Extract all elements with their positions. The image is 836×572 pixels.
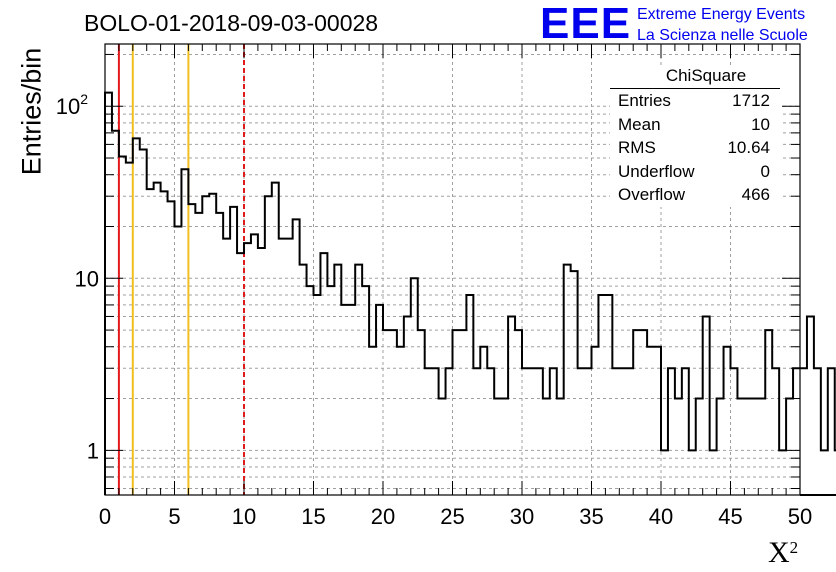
eee-logo-text: EEE [540, 0, 632, 48]
stats-box: ChiSquare Entries 1712 Mean 10 RMS 10.64… [610, 66, 780, 207]
x-tick-label: 20 [371, 504, 395, 529]
chart-title: BOLO-01-2018-09-03-00028 [84, 10, 379, 36]
x-tick-label: 40 [649, 504, 673, 529]
x-tick-label: 0 [99, 504, 111, 529]
stats-value: 10 [751, 114, 770, 134]
stats-row-mean: Mean 10 [610, 113, 780, 137]
brand-line-1: Extreme Energy Events [637, 6, 806, 23]
stats-value: 1712 [732, 91, 770, 110]
stats-label: Underflow [618, 161, 695, 181]
stats-row-underflow: Underflow 0 [610, 160, 780, 184]
y-tick-exponent: 2 [80, 91, 88, 107]
stats-value: 10.64 [727, 138, 770, 157]
stats-label: RMS [618, 138, 656, 157]
y-tick-label: 1 [87, 438, 99, 463]
x-tick-label: 30 [510, 504, 534, 529]
stats-label: Mean [618, 114, 661, 134]
x-tick-label: 25 [440, 504, 464, 529]
x-tick-label: 10 [232, 504, 256, 529]
stats-row-rms: RMS 10.64 [610, 136, 780, 160]
x-axis-label: X2 [768, 536, 799, 569]
stats-label: Overflow [618, 185, 686, 204]
x-tick-label: 50 [788, 504, 812, 529]
x-tick-label: 45 [718, 504, 742, 529]
y-tick-label: 102 [56, 91, 88, 119]
histogram-series [104, 91, 836, 496]
stats-row-entries: Entries 1712 [610, 89, 780, 113]
x-tick-label: 5 [168, 504, 180, 529]
stats-title: ChiSquare [665, 66, 747, 85]
stats-divider [610, 88, 780, 89]
stats-row-overflow: Overflow 466 [610, 183, 780, 207]
stats-label: Entries [618, 91, 671, 110]
y-tick-label: 10 [75, 266, 99, 291]
stats-value: 466 [741, 185, 770, 204]
x-tick-label: 15 [301, 504, 325, 529]
brand-line-2: La Scienza nelle Scuole [637, 27, 808, 44]
stats-value: 0 [760, 161, 770, 181]
x-tick-label: 35 [579, 504, 603, 529]
